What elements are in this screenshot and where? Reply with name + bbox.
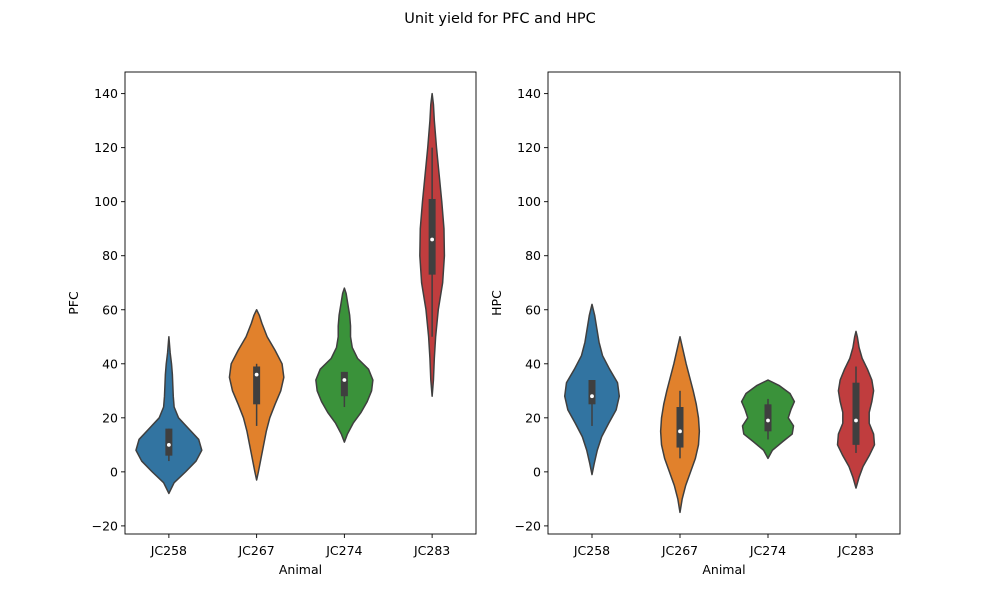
iqr-box-jc258 xyxy=(165,428,173,456)
y-axis-label: HPC xyxy=(489,290,504,316)
iqr-box-jc283 xyxy=(852,382,860,445)
y-tick-label: 80 xyxy=(525,248,541,263)
median-dot-jc274 xyxy=(766,418,770,423)
y-tick-label: 100 xyxy=(94,194,118,209)
y-axis-label: PFC xyxy=(66,291,81,315)
violin-jc274 xyxy=(315,287,374,443)
x-tick-label-jc274: JC274 xyxy=(749,543,786,558)
median-dot-jc274 xyxy=(342,378,347,382)
y-tick-label: 0 xyxy=(110,464,118,479)
panel-pfc: −20 0 20 40 60 80 100 120 140 JC258 JC267 JC274 JC28… xyxy=(66,71,477,577)
x-tick-label-jc274: JC274 xyxy=(325,543,362,558)
y-tick-label: 20 xyxy=(525,410,541,425)
median-dot-jc258 xyxy=(166,442,171,447)
y-tick-label: 120 xyxy=(94,140,118,155)
iqr-box-jc274 xyxy=(764,404,772,432)
figure-title: Unit yield for PFC and HPC xyxy=(404,11,596,27)
x-tick-label-jc283: JC283 xyxy=(837,543,874,558)
iqr-box-jc258 xyxy=(588,380,596,405)
x-tick-label-jc267: JC267 xyxy=(661,543,698,558)
median-dot-jc267 xyxy=(678,429,682,434)
panels: −20 0 20 40 60 80 100 120 140 JC258 JC267 JC274 JC28… xyxy=(66,71,901,577)
median-dot-jc267 xyxy=(254,372,259,377)
y-tick-label: 40 xyxy=(102,356,118,371)
x-tick-label-jc283: JC283 xyxy=(413,543,450,558)
x-tick-label-jc267: JC267 xyxy=(237,543,274,558)
x-axis-label: Animal xyxy=(279,562,322,577)
y-tick-label: −20 xyxy=(92,518,118,533)
y-tick-label: 40 xyxy=(525,356,541,371)
y-tick-label: 80 xyxy=(102,248,118,263)
y-tick-label: 140 xyxy=(94,86,118,101)
axes-frame xyxy=(124,71,477,535)
y-tick-label: 0 xyxy=(533,464,541,479)
median-dot-jc283 xyxy=(430,237,435,242)
y-tick-label: 60 xyxy=(102,302,118,317)
iqr-box-jc274 xyxy=(340,371,348,397)
median-dot-jc283 xyxy=(854,418,858,423)
iqr-box-jc283 xyxy=(428,198,436,275)
x-tick-label-jc258: JC258 xyxy=(150,543,187,558)
y-tick-label: 140 xyxy=(517,86,541,101)
x-axis-label: Animal xyxy=(702,562,745,577)
axes-frame xyxy=(547,71,901,535)
panel-hpc: −20 0 20 40 60 80 100 120 140 JC258 JC267 JC274 JC28… xyxy=(489,71,901,577)
y-tick-label: 120 xyxy=(517,140,541,155)
x-tick-label-jc258: JC258 xyxy=(573,543,610,558)
median-dot-jc258 xyxy=(590,394,594,399)
y-tick-label: 100 xyxy=(517,194,541,209)
y-tick-label: 20 xyxy=(102,410,118,425)
iqr-box-jc267 xyxy=(253,366,261,405)
violin-jc258 xyxy=(135,336,203,495)
y-tick-label: −20 xyxy=(515,518,541,533)
iqr-box-jc267 xyxy=(676,407,684,448)
y-tick-label: 60 xyxy=(525,302,541,317)
